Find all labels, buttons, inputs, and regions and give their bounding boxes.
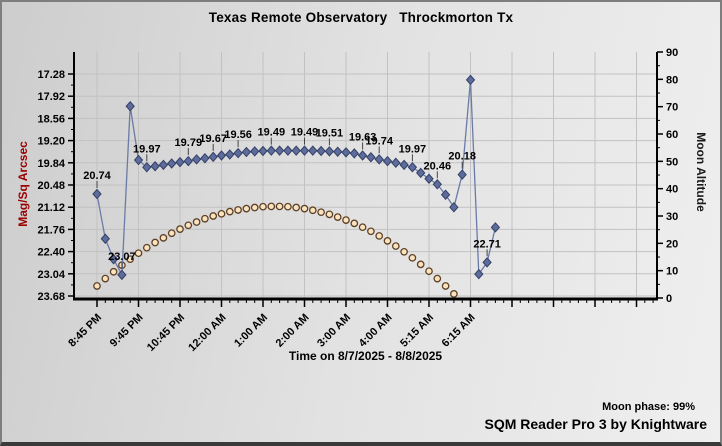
- svg-text:23.04: 23.04: [37, 269, 65, 281]
- svg-text:20.74: 20.74: [83, 170, 111, 182]
- chart-title: Texas Remote Observatory Throckmorton Tx: [208, 10, 514, 25]
- svg-text:17.28: 17.28: [37, 69, 65, 81]
- svg-text:10:45 PM: 10:45 PM: [145, 312, 187, 354]
- svg-text:22.71: 22.71: [473, 238, 501, 250]
- svg-text:1:00 AM: 1:00 AM: [232, 312, 270, 350]
- svg-text:30: 30: [666, 211, 678, 223]
- app-name-text: SQM Reader Pro 3 by Knightware: [484, 416, 708, 432]
- svg-text:9:45 PM: 9:45 PM: [108, 312, 146, 350]
- svg-text:19.49: 19.49: [291, 127, 319, 139]
- gridlines: [74, 52, 657, 298]
- svg-text:4:00 AM: 4:00 AM: [357, 312, 395, 350]
- svg-text:40: 40: [666, 184, 678, 196]
- svg-text:19.63: 19.63: [349, 132, 377, 144]
- svg-text:12:00 AM: 12:00 AM: [186, 312, 228, 354]
- svg-text:20.46: 20.46: [424, 160, 452, 172]
- svg-text:80: 80: [666, 74, 678, 86]
- svg-text:0: 0: [666, 293, 672, 305]
- svg-text:19.51: 19.51: [316, 127, 344, 139]
- svg-text:23.07: 23.07: [108, 251, 136, 263]
- svg-text:17.92: 17.92: [37, 91, 65, 103]
- sqm-series: [92, 74, 501, 281]
- moon-phase-text: Moon phase: 99%: [602, 401, 695, 413]
- y-axis-right-title: Moon Altitude: [694, 132, 708, 212]
- svg-text:6:15 AM: 6:15 AM: [440, 312, 478, 350]
- svg-text:2:00 AM: 2:00 AM: [274, 312, 312, 350]
- svg-text:19.56: 19.56: [224, 129, 252, 141]
- svg-text:19.49: 19.49: [258, 127, 286, 139]
- y-axis-left-title: Mag/Sq Arcsec: [16, 141, 30, 227]
- svg-text:90: 90: [666, 47, 678, 59]
- svg-text:18.56: 18.56: [37, 113, 65, 125]
- moon-series: [93, 202, 458, 298]
- svg-text:60: 60: [666, 129, 678, 141]
- svg-text:19.84: 19.84: [37, 158, 65, 170]
- svg-text:5:15 AM: 5:15 AM: [398, 312, 436, 350]
- axes: [73, 52, 658, 301]
- svg-text:19.97: 19.97: [399, 143, 427, 155]
- x-axis-title: Time on 8/7/2025 - 8/8/2025: [288, 349, 443, 363]
- svg-text:70: 70: [666, 102, 678, 114]
- svg-text:19.20: 19.20: [37, 136, 65, 148]
- svg-text:19.67: 19.67: [199, 133, 227, 145]
- svg-text:21.76: 21.76: [37, 224, 65, 236]
- svg-text:22.40: 22.40: [37, 247, 65, 259]
- svg-text:20: 20: [666, 238, 678, 250]
- svg-text:23.68: 23.68: [37, 291, 65, 303]
- svg-text:20.48: 20.48: [37, 180, 65, 192]
- svg-text:20.18: 20.18: [448, 151, 476, 163]
- tick-marks: [68, 51, 663, 307]
- svg-text:19.79: 19.79: [175, 137, 203, 149]
- tick-labels: 17.28 17.92 18.56 19.20 19.84 20.48 21.12 21.76…: [37, 47, 678, 354]
- svg-text:3:00 AM: 3:00 AM: [315, 312, 353, 350]
- svg-text:8:45 PM: 8:45 PM: [66, 312, 104, 350]
- svg-text:19.74: 19.74: [365, 135, 393, 147]
- svg-text:50: 50: [666, 156, 678, 168]
- svg-text:21.12: 21.12: [37, 202, 65, 214]
- svg-text:10: 10: [666, 266, 678, 278]
- svg-text:19.97: 19.97: [133, 143, 161, 155]
